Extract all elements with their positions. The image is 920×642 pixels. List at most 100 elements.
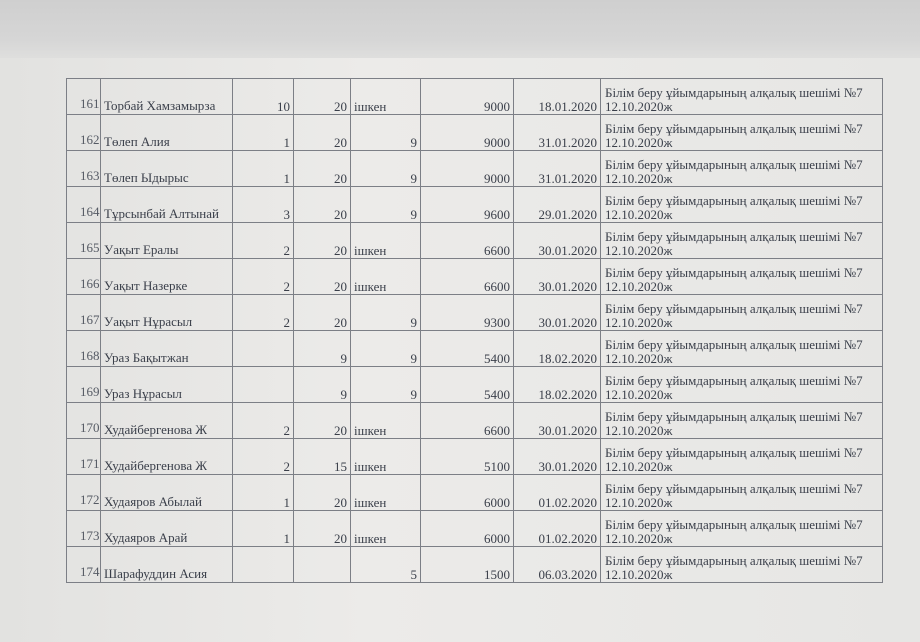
date: 18.01.2020 [513,78,601,115]
row-number-text: 173 [80,529,100,543]
col-4-value: 9 [293,366,351,403]
row-number: 171 [66,438,101,475]
basis-text: Білім беру ұйымдарының алқалық шешімі №7… [600,294,883,331]
amount: 5100 [420,438,514,475]
basis-text: Білім беру ұйымдарының алқалық шешімі №7… [600,474,883,511]
student-name: Ураз Нұрасыл [100,366,233,403]
col-5-value: ішкен [350,258,421,295]
row-number-text: 163 [80,169,100,183]
row-number-text: 174 [80,565,100,579]
col-4-value: 20 [293,474,351,511]
col-5-value: ішкен [350,438,421,475]
date: 31.01.2020 [513,150,601,187]
table-row: 162 Төлеп Алия 1 20 9 9000 31.01.2020 Білім бер… [66,114,883,151]
date: 29.01.2020 [513,186,601,223]
basis-text: Білім беру ұйымдарының алқалық шешімі №7… [600,402,883,439]
col-3-value: 2 [232,402,294,439]
amount: 6000 [420,474,514,511]
table-row: 169 Ураз Нұрасыл 9 9 5400 18.02.2020 Білім бер… [66,366,883,403]
col-5-value: 9 [350,294,421,331]
col-5-value: 9 [350,150,421,187]
col-4-value: 20 [293,78,351,115]
col-3-value [232,546,294,583]
col-4-value: 20 [293,258,351,295]
row-number: 167 [66,294,101,331]
basis-text: Білім беру ұйымдарының алқалық шешімі №7… [600,78,883,115]
table-row: 171 Худайбергенова Ж 2 15 ішкен 5100 30.01.202… [66,438,883,475]
col-4-value: 9 [293,330,351,367]
row-number: 170 [66,402,101,439]
row-number: 163 [66,150,101,187]
row-number-text: 172 [80,493,100,507]
amount: 6600 [420,222,514,259]
col-5-value: ішкен [350,78,421,115]
col-5-value: 9 [350,330,421,367]
table-row: 163 Төлеп Ыдырыс 1 20 9 9000 31.01.2020 Білім б… [66,150,883,187]
basis-text: Білім беру ұйымдарының алқалық шешімі №7… [600,330,883,367]
table-row: 161 Торбай Хамзамырза 10 20 ішкен 9000 18.01.2… [66,78,883,115]
row-number-text: 171 [80,457,100,471]
basis-text: Білім беру ұйымдарының алқалық шешімі №7… [600,258,883,295]
students-table: 161 Торбай Хамзамырза 10 20 ішкен 9000 18.01.2… [66,78,883,583]
col-3-value: 2 [232,438,294,475]
student-name: Худаяров Арай [100,510,233,547]
student-name: Худаяров Абылай [100,474,233,511]
table-row: 165 Уақыт Ералы 2 20 ішкен 6600 30.01.2020 Білі… [66,222,883,259]
student-name: Худайбергенова Ж [100,438,233,475]
amount: 9000 [420,114,514,151]
amount: 6000 [420,510,514,547]
row-number: 166 [66,258,101,295]
student-name: Худайбергенова Ж [100,402,233,439]
col-5-value: ішкен [350,474,421,511]
date: 01.02.2020 [513,510,601,547]
amount: 5400 [420,366,514,403]
date: 30.01.2020 [513,402,601,439]
student-name: Торбай Хамзамырза [100,78,233,115]
student-name: Шарафуддин Асия [100,546,233,583]
col-3-value: 2 [232,222,294,259]
col-3-value: 1 [232,150,294,187]
date: 30.01.2020 [513,294,601,331]
amount: 9000 [420,78,514,115]
row-number: 173 [66,510,101,547]
basis-text: Білім беру ұйымдарының алқалық шешімі №7… [600,150,883,187]
col-3-value: 1 [232,114,294,151]
row-number: 165 [66,222,101,259]
col-4-value: 20 [293,114,351,151]
row-number-text: 168 [80,349,100,363]
row-number: 174 [66,546,101,583]
basis-text: Білім беру ұйымдарының алқалық шешімі №7… [600,114,883,151]
col-3-value: 1 [232,474,294,511]
student-name: Тұрсынбай Алтынай [100,186,233,223]
row-number-text: 166 [80,277,100,291]
col-5-value: 9 [350,114,421,151]
col-4-value: 20 [293,150,351,187]
student-name: Уақыт Нұрасыл [100,294,233,331]
row-number-text: 165 [80,241,100,255]
col-5-value: ішкен [350,510,421,547]
amount: 9000 [420,150,514,187]
col-3-value: 10 [232,78,294,115]
date: 06.03.2020 [513,546,601,583]
col-5-value: 5 [350,546,421,583]
table-row: 166 Уақыт Назерке 2 20 ішкен 6600 30.01.2020 Бі… [66,258,883,295]
row-number: 164 [66,186,101,223]
basis-text: Білім беру ұйымдарының алқалық шешімі №7… [600,438,883,475]
row-number-text: 164 [80,205,100,219]
basis-text: Білім беру ұйымдарының алқалық шешімі №7… [600,510,883,547]
student-name: Уақыт Назерке [100,258,233,295]
basis-text: Білім беру ұйымдарының алқалық шешімі №7… [600,546,883,583]
amount: 9300 [420,294,514,331]
basis-text: Білім беру ұйымдарының алқалық шешімі №7… [600,186,883,223]
amount: 6600 [420,258,514,295]
student-name: Төлеп Ыдырыс [100,150,233,187]
date: 30.01.2020 [513,438,601,475]
student-name: Уақыт Ералы [100,222,233,259]
table-row: 164 Тұрсынбай Алтынай 3 20 9 9600 29.01.2020 Бі… [66,186,883,223]
date: 30.01.2020 [513,222,601,259]
row-number-text: 170 [80,421,100,435]
date: 18.02.2020 [513,366,601,403]
amount: 5400 [420,330,514,367]
amount: 6600 [420,402,514,439]
table-row: 168 Ураз Бақытжан 9 9 5400 18.02.2020 Білім бе… [66,330,883,367]
